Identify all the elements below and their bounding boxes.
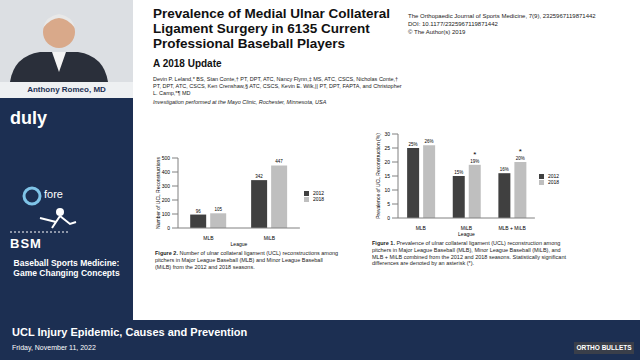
svg-text:100: 100 bbox=[162, 211, 171, 217]
svg-text:16%: 16% bbox=[500, 167, 509, 172]
html-text:duly: duly bbox=[10, 108, 47, 128]
html-text:Figure 1. Prevalence of ulnar: Figure 1. Prevalence of ulnar collateral… bbox=[372, 240, 566, 267]
html-text:Baseball Sports Medicine: Game: Baseball Sports Medicine: Game Changing … bbox=[13, 258, 120, 278]
html-text:A 2018 Update: A 2018 Update bbox=[153, 58, 222, 69]
html-text:2012: 2012 bbox=[547, 172, 559, 179]
svg-text:Prevalence of UCL Reconstructi: Prevalence of UCL Reconstruction (%) bbox=[375, 133, 381, 219]
html-text:2012: 2012 bbox=[312, 189, 324, 196]
html-text:UCL Injury Epidemic, Causes an: UCL Injury Epidemic, Causes and Preventi… bbox=[12, 326, 248, 338]
html-text:fore: fore bbox=[44, 188, 63, 200]
svg-text:30: 30 bbox=[384, 131, 390, 137]
html-text:Anthony Romeo, MD: Anthony Romeo, MD bbox=[27, 85, 106, 94]
html-text:The Orthopaedic Journal of Spo: The Orthopaedic Journal of Sports Medici… bbox=[408, 13, 596, 19]
svg-text:105: 105 bbox=[214, 207, 222, 212]
svg-text:25%: 25% bbox=[409, 142, 418, 147]
svg-text:15%: 15% bbox=[454, 170, 463, 175]
html-text:Friday, November 11, 2022: Friday, November 11, 2022 bbox=[12, 344, 96, 351]
svg-text:League: League bbox=[231, 241, 248, 247]
html-text:Prevalence of Medial Ulnar Col: Prevalence of Medial Ulnar Collateral Li… bbox=[153, 6, 391, 51]
svg-text:*: * bbox=[473, 150, 476, 159]
html-text:© The Author(s) 2019: © The Author(s) 2019 bbox=[408, 29, 466, 35]
svg-text:400: 400 bbox=[162, 169, 171, 175]
svg-text:*: * bbox=[519, 147, 522, 156]
svg-text:15: 15 bbox=[384, 173, 390, 179]
svg-text:0: 0 bbox=[167, 225, 170, 231]
svg-text:MLB + MiLB: MLB + MiLB bbox=[498, 225, 526, 231]
html-text:2018: 2018 bbox=[547, 179, 559, 185]
svg-text:MiLB: MiLB bbox=[264, 235, 276, 241]
html-text:2018: 2018 bbox=[312, 196, 324, 202]
svg-text:19%: 19% bbox=[470, 159, 479, 164]
svg-text:Number of UCL Reconstructions: Number of UCL Reconstructions bbox=[155, 157, 161, 229]
svg-text:342: 342 bbox=[255, 174, 263, 179]
html-text:Investigation performed at the: Investigation performed at the Mayo Clin… bbox=[153, 99, 327, 105]
svg-text:10: 10 bbox=[384, 187, 390, 193]
svg-text:MLB: MLB bbox=[203, 235, 214, 241]
html-text:ORTHO BULLETS: ORTHO BULLETS bbox=[576, 344, 632, 351]
svg-text:26%: 26% bbox=[425, 139, 434, 144]
svg-text:96: 96 bbox=[196, 209, 202, 214]
html-text:BSM: BSM bbox=[10, 236, 42, 251]
svg-text:20%: 20% bbox=[516, 156, 525, 161]
svg-text:200: 200 bbox=[162, 197, 171, 203]
html-text:DOI: 10.1177/2325967119871442: DOI: 10.1177/2325967119871442 bbox=[408, 21, 498, 27]
svg-text:25: 25 bbox=[384, 145, 390, 151]
svg-text:MLB: MLB bbox=[416, 225, 427, 231]
svg-text:500: 500 bbox=[162, 155, 171, 161]
html-text:Devin P. Leland,* BS, Stan Con: Devin P. Leland,* BS, Stan Conte,† PT, D… bbox=[153, 76, 402, 96]
svg-text:300: 300 bbox=[162, 183, 171, 189]
svg-text:0: 0 bbox=[387, 215, 390, 221]
svg-text:20: 20 bbox=[384, 159, 390, 165]
svg-text:League: League bbox=[458, 231, 475, 237]
html-text:Figure 2. Number of ulnar coll: Figure 2. Number of ulnar collateral lig… bbox=[155, 250, 339, 270]
svg-text:5: 5 bbox=[387, 201, 390, 207]
svg-text:447: 447 bbox=[275, 159, 283, 164]
svg-text:MiLB: MiLB bbox=[461, 225, 473, 231]
